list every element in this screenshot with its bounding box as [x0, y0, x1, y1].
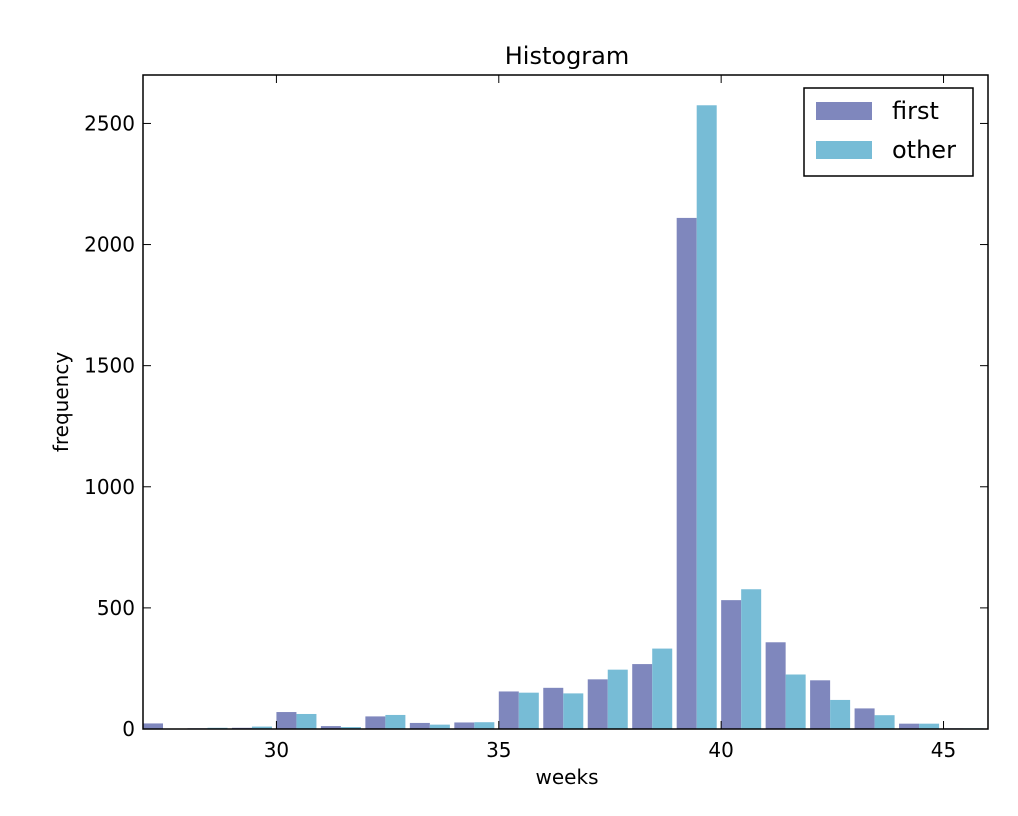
bar-first-27: [143, 723, 164, 729]
legend-label-first: first: [892, 97, 939, 125]
chart-title: Histogram: [505, 42, 630, 70]
bar-other-43: [874, 715, 895, 729]
y-tick-label: 0: [122, 717, 135, 741]
x-axis-label: weeks: [536, 765, 599, 789]
y-tick-label: 1500: [84, 354, 135, 378]
bar-first-38: [632, 664, 653, 729]
bar-first-35: [498, 691, 519, 729]
bar-first-34: [454, 722, 475, 729]
legend: first other: [803, 87, 974, 177]
y-axis-label: frequency: [49, 352, 73, 452]
bar-other-37: [607, 669, 628, 729]
bar-other-42: [830, 699, 851, 729]
x-tick-label: 45: [931, 738, 956, 762]
bar-first-37: [587, 679, 608, 729]
legend-swatch-other: [816, 141, 872, 159]
bar-first-33: [409, 722, 430, 729]
legend-swatch-first: [816, 102, 872, 120]
bar-first-31: [320, 726, 341, 729]
y-tick-label: 500: [97, 596, 135, 620]
bar-other-36: [563, 693, 584, 729]
x-tick-label: 35: [486, 738, 511, 762]
bar-other-34: [474, 722, 495, 729]
legend-label-other: other: [892, 136, 956, 164]
y-tick-label: 1000: [84, 475, 135, 499]
bar-other-40: [741, 589, 762, 729]
bar-other-32: [385, 714, 406, 729]
y-tick-label: 2500: [84, 111, 135, 135]
bar-other-31: [340, 727, 361, 729]
bar-other-33: [429, 724, 450, 729]
bar-first-41: [765, 642, 786, 729]
bar-other-29: [251, 726, 272, 729]
bar-other-41: [785, 674, 806, 729]
bar-first-30: [276, 712, 297, 729]
bar-other-44: [919, 723, 940, 729]
bar-other-39: [696, 105, 717, 729]
axes-layer: 30 35 40 45 0 500 1000 1500 2000 2500: [84, 74, 989, 762]
x-tick-label: 40: [708, 738, 733, 762]
bar-first-43: [854, 708, 875, 729]
bar-first-32: [365, 716, 386, 729]
bar-other-35: [518, 692, 539, 729]
bar-first-42: [810, 680, 831, 729]
bar-other-30: [296, 713, 317, 729]
y-tick-label: 2000: [84, 233, 135, 257]
x-tick-label: 30: [264, 738, 289, 762]
bar-first-36: [543, 687, 564, 729]
bar-first-44: [899, 723, 920, 729]
bar-first-40: [721, 600, 742, 729]
bars-layer: [143, 105, 984, 729]
bar-other-38: [652, 648, 673, 729]
bar-first-39: [676, 217, 697, 729]
plot-frame: [142, 74, 989, 730]
